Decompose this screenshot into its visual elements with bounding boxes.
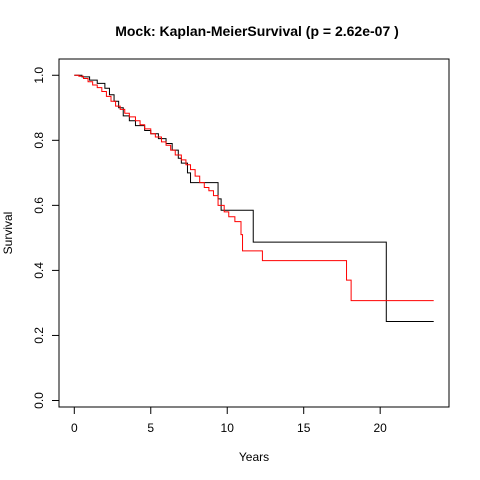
survival-curve-1 — [74, 74, 434, 322]
plot-frame — [58, 58, 450, 408]
y-tick-label: 1.0 — [32, 67, 46, 84]
x-tick-label: 5 — [147, 421, 154, 435]
x-tick-label: 10 — [221, 421, 235, 435]
y-tick-label: 0.0 — [32, 392, 46, 409]
x-axis-label: Years — [239, 450, 269, 464]
chart-title: Mock: Kaplan-MeierSurvival (p = 2.62e-07… — [115, 23, 399, 39]
series-layer — [74, 74, 434, 322]
y-tick-label: 0.6 — [32, 197, 46, 214]
x-tick-label: 20 — [373, 421, 387, 435]
y-axis-label: Survival — [1, 212, 15, 255]
survival-curve-2 — [74, 74, 434, 302]
x-axis: 0 5 10 15 20 — [71, 406, 387, 435]
y-tick-label: 0.4 — [32, 262, 46, 279]
x-tick-label: 0 — [71, 421, 78, 435]
y-tick-label: 0.2 — [32, 327, 46, 344]
y-tick-label: 0.8 — [32, 132, 46, 149]
x-tick-label: 15 — [297, 421, 311, 435]
y-axis: 0.0 0.2 0.4 0.6 0.8 1.0 — [32, 67, 60, 409]
